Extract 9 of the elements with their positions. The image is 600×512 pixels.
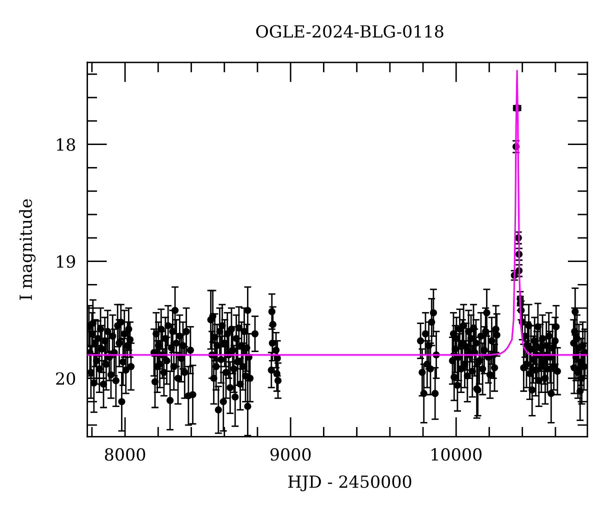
y-tick-label: 19 <box>57 255 76 268</box>
x-tick-label: 10000 <box>432 448 482 461</box>
y-tick-label: 20 <box>56 372 76 385</box>
x-axis-title: HJD - 2450000 <box>288 475 412 492</box>
y-axis-title: I magnitude <box>19 199 36 300</box>
x-tick-label: 9000 <box>270 448 311 461</box>
chart-title: OGLE-2024-BLG-0118 <box>256 25 444 38</box>
y-tick-label: 18 <box>57 138 76 151</box>
x-tick-label: 8000 <box>104 448 146 461</box>
